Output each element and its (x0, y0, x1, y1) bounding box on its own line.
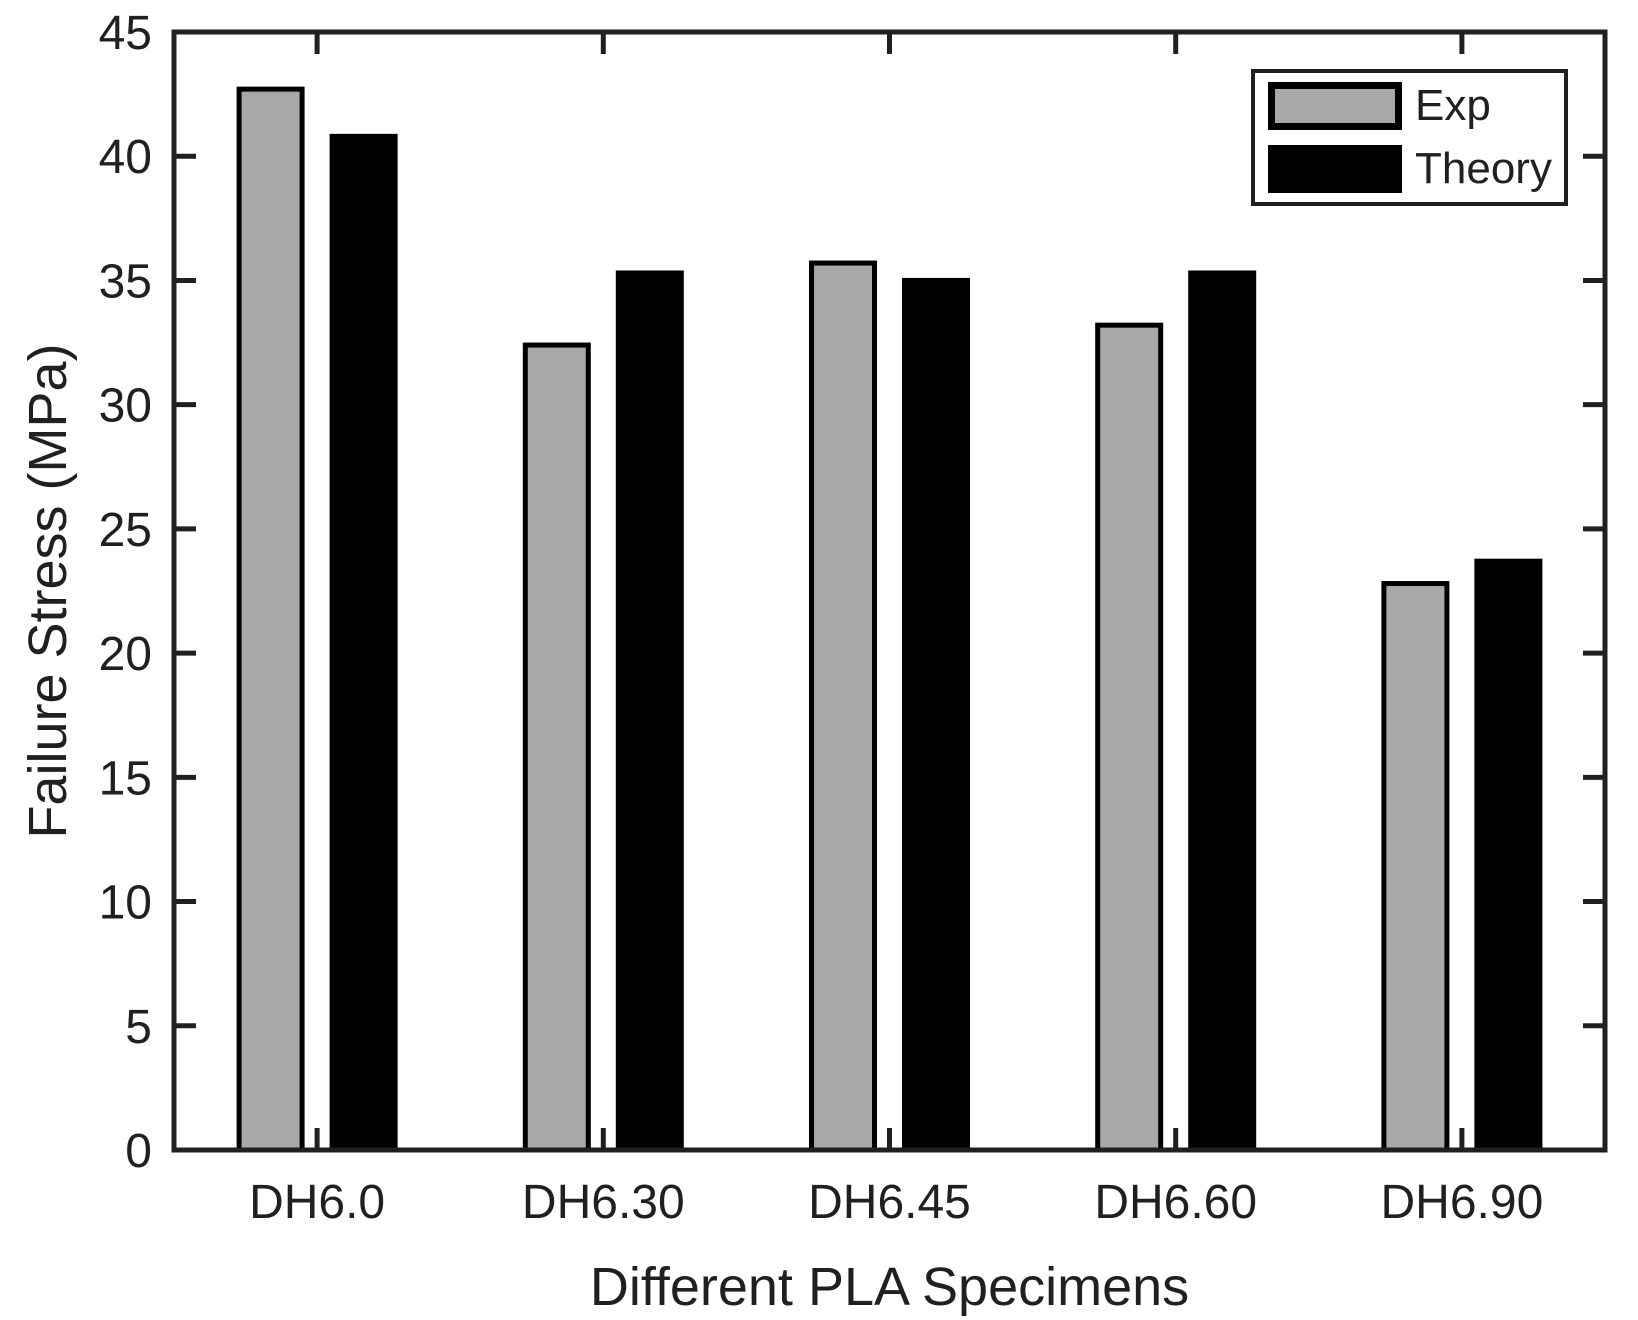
y-axis-label: Failure Stress (MPa) (18, 343, 78, 839)
y-tick-label: 35 (99, 255, 152, 308)
legend-label-exp: Exp (1415, 81, 1491, 130)
y-tick-label: 25 (99, 504, 152, 557)
x-tick-label: DH6.90 (1381, 1176, 1544, 1229)
x-tick-label: DH6.45 (808, 1176, 971, 1229)
y-tick-label: 0 (125, 1125, 152, 1178)
bar-exp-DH6.45 (809, 260, 877, 1153)
bar-exp-DH6.0 (236, 86, 305, 1153)
bar-theory-DH6.30 (615, 270, 684, 1153)
x-tick-label: DH6.30 (522, 1176, 685, 1229)
x-tick-label: DH6.60 (1094, 1176, 1257, 1229)
y-tick-label: 20 (99, 628, 152, 681)
legend-item-exp: Exp (1268, 82, 1564, 130)
bar-exp-DH6.60 (1095, 322, 1164, 1153)
x-tick-label: DH6.0 (249, 1176, 385, 1229)
bar-exp-DH6.30 (522, 342, 591, 1153)
y-tick-label: 40 (99, 131, 152, 184)
bar-theory-DH6.90 (1474, 558, 1543, 1153)
bar-theory-DH6.45 (902, 277, 970, 1153)
legend-swatch-theory (1268, 145, 1402, 193)
legend-swatch-exp (1268, 82, 1402, 130)
legend: Exp Theory (1251, 69, 1568, 206)
bar-exp-DH6.90 (1381, 581, 1450, 1153)
y-tick-label: 45 (99, 7, 152, 60)
bar-theory-DH6.60 (1188, 270, 1257, 1153)
bar-theory-DH6.0 (329, 133, 398, 1153)
plot-box (171, 29, 1608, 1153)
y-tick-label: 10 (99, 877, 152, 930)
y-tick-label: 5 (125, 1001, 152, 1054)
legend-item-theory: Theory (1268, 145, 1564, 193)
x-axis-label: Different PLA Specimens (589, 1257, 1190, 1317)
y-tick-label: 15 (99, 752, 152, 805)
legend-label-theory: Theory (1415, 144, 1552, 193)
y-tick-label: 30 (99, 380, 152, 433)
